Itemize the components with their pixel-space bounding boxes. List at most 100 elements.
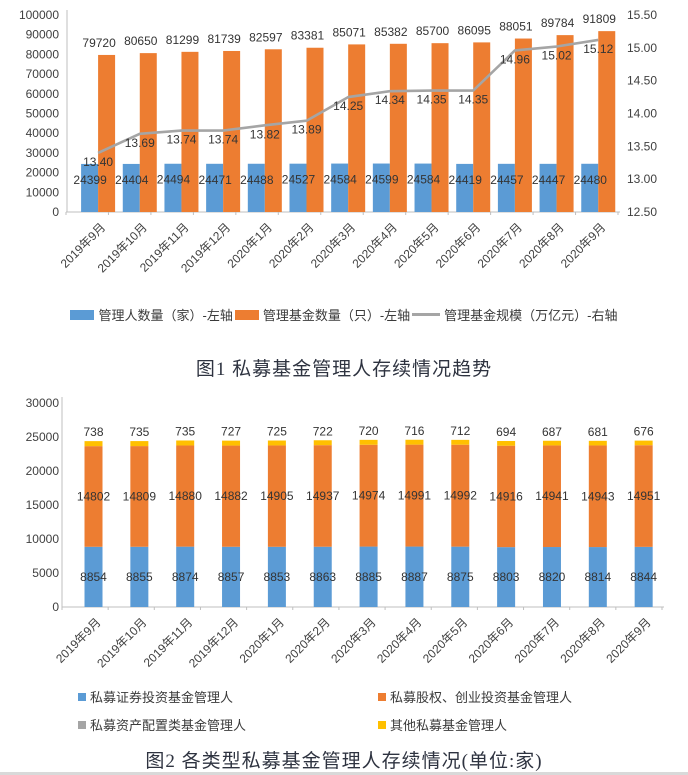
- fund-scale-value-label: 14.96: [500, 52, 530, 66]
- legend-item-fund-count: 管理基金数量（只）-左轴: [234, 305, 410, 324]
- fund-scale-value-label: 14.34: [375, 93, 405, 107]
- legend-item-equity-vc-managers: 私募股权、创业投资基金管理人: [378, 687, 688, 706]
- fund-scale-value-label: 14.35: [417, 93, 447, 107]
- fund-count-value-label: 80650: [124, 34, 158, 48]
- legend-item-securities-managers: 私募证券投资基金管理人: [78, 687, 378, 706]
- y-axis-tick-label: 30000: [26, 146, 60, 160]
- stack-segment-0: [176, 546, 195, 607]
- fund-scale-value-label: 15.12: [583, 42, 613, 56]
- fund-count-bar: [514, 38, 532, 212]
- fund-scale-value-label: 13.69: [125, 136, 155, 150]
- manager-count-value-label: 24488: [240, 173, 274, 187]
- x-axis-category-label: 2020年3月: [328, 615, 378, 665]
- figure1-combo-chart: 0 10000 20000 30000 40000 50000 60000 70000 8000…: [19, 8, 657, 275]
- fund-count-bar: [223, 50, 241, 213]
- fund-scale-value-label: 13.40: [83, 155, 113, 169]
- x-axis-category-label: 2020年7月: [512, 615, 562, 665]
- segment-value-label: 14880: [169, 489, 203, 503]
- manager-count-bar: [414, 163, 432, 212]
- other-managers-value-label: 681: [588, 425, 608, 439]
- y-axis-tick-label: 40000: [26, 126, 60, 140]
- fund-count-value-label: 81739: [207, 32, 241, 46]
- manager-count-value-label: 24527: [282, 173, 316, 187]
- fund-scale-value-label: 13.74: [208, 133, 238, 147]
- stack-segment-3: [634, 440, 653, 446]
- stack-segment-0: [405, 546, 424, 607]
- other-managers-value-label: 716: [404, 424, 424, 438]
- y-axis-tick-label: 25000: [26, 430, 60, 444]
- manager-count-value-label: 24457: [490, 173, 524, 187]
- manager-count-value-label: 24399: [73, 173, 107, 187]
- stack-segment-0: [497, 547, 516, 607]
- x-axis-category-label: 2020年1月: [237, 615, 287, 665]
- figure-2: 0 5000 10000 15000 20000 25000 30000 8854 14802 7…: [0, 387, 688, 772]
- manager-count-bar: [122, 163, 140, 212]
- manager-count-bar: [289, 163, 307, 212]
- y-axis-tick-label: 10000: [26, 532, 60, 546]
- stack-segment-1: [313, 445, 332, 547]
- stack-segment-3: [222, 440, 241, 446]
- manager-count-bar: [539, 163, 557, 212]
- x-axis-category-label: 2019年10月: [94, 615, 149, 670]
- figure2-caption: 图2 各类型私募基金管理人存续情况(单位:家): [145, 751, 543, 772]
- fund-scale-value-label: 13.74: [166, 133, 196, 147]
- segment-value-label: 14882: [214, 489, 248, 503]
- manager-count-value-label: 24480: [574, 173, 608, 187]
- segment-value-label: 8814: [584, 570, 611, 584]
- stack-segment-0: [267, 546, 286, 607]
- other-managers-value-label: 738: [83, 425, 103, 439]
- manager-count-bar: [456, 163, 474, 212]
- fund-count-bar: [389, 43, 407, 213]
- right-axis-tick-label: 14.50: [627, 74, 657, 88]
- y-axis-tick-label: 60000: [26, 87, 60, 101]
- fund-scale-value-label: 13.89: [291, 123, 321, 137]
- figure-1: 0 10000 20000 30000 40000 50000 60000 70000 8000…: [0, 0, 688, 381]
- segment-value-label: 8854: [80, 570, 107, 584]
- asset-allocation-managers-swatch: [78, 720, 86, 729]
- stack-segment-1: [222, 445, 241, 547]
- x-axis-category-label: 2020年4月: [374, 615, 424, 665]
- y-axis-tick-label: 20000: [26, 464, 60, 478]
- segment-value-label: 8863: [309, 570, 336, 584]
- segment-value-label: 14951: [627, 489, 661, 503]
- segment-value-label: 8803: [493, 570, 520, 584]
- fund-count-value-label: 81299: [166, 33, 200, 47]
- segment-value-label: 8820: [539, 570, 566, 584]
- fund-count-value-label: 85071: [332, 25, 366, 39]
- stack-segment-3: [588, 440, 607, 446]
- legend-item-manager-count: 管理人数量（家）-左轴: [70, 305, 233, 324]
- manager-count-bar: [331, 163, 349, 212]
- stack-segment-3: [451, 439, 470, 445]
- manager-count-label: 管理人数量（家）-左轴: [98, 308, 233, 323]
- x-axis-category-label: 2020年2月: [282, 615, 332, 665]
- manager-count-value-label: 24447: [532, 173, 566, 187]
- x-axis-category-label: 2020年9月: [603, 615, 653, 665]
- fund-scale-label: 管理基金规模（万亿元）-右轴: [444, 308, 618, 323]
- segment-value-label: 14991: [398, 489, 432, 503]
- stack-segment-3: [84, 441, 103, 447]
- manager-count-swatch: [70, 309, 95, 320]
- other-managers-value-label: 712: [450, 424, 470, 438]
- securities-managers-label: 私募证券投资基金管理人: [90, 690, 234, 705]
- stack-segment-0: [359, 546, 378, 607]
- manager-count-bar: [81, 163, 99, 212]
- stack-segment-0: [130, 546, 149, 607]
- fund-count-value-label: 79720: [82, 36, 116, 50]
- fund-count-swatch: [234, 309, 259, 320]
- y-axis-tick-label: 80000: [26, 47, 60, 61]
- y-axis-tick-label: 70000: [26, 67, 60, 81]
- x-axis-category-label: 2020年6月: [466, 615, 516, 665]
- manager-count-value-label: 24599: [365, 173, 399, 187]
- fund-count-value-label: 85382: [374, 25, 408, 39]
- stack-segment-0: [313, 546, 332, 607]
- right-axis-tick-label: 14.00: [627, 107, 657, 121]
- segment-value-label: 14943: [581, 489, 615, 503]
- segment-value-label: 8887: [401, 570, 428, 584]
- securities-managers-swatch: [78, 692, 86, 701]
- fund-count-value-label: 82597: [249, 30, 283, 44]
- manager-count-value-label: 24404: [115, 173, 149, 187]
- segment-value-label: 8857: [218, 570, 245, 584]
- stack-segment-1: [542, 445, 561, 548]
- stack-segment-3: [267, 440, 286, 446]
